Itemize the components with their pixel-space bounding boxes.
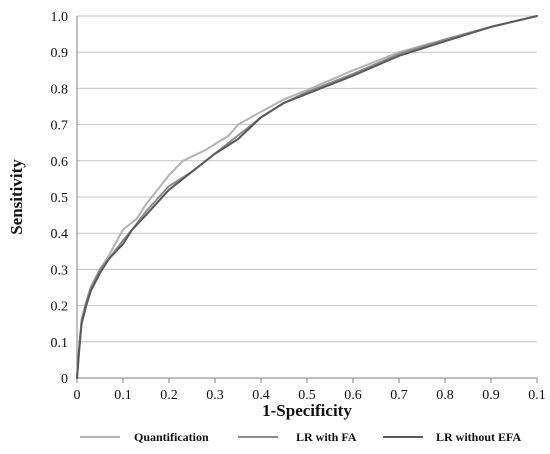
y-tick-label: 0.2 xyxy=(51,300,69,315)
series-lines xyxy=(76,15,538,379)
axes xyxy=(76,16,538,383)
x-tick-label: 0.6 xyxy=(344,388,362,403)
x-tick-label: 0.3 xyxy=(206,388,224,403)
y-tick-label: 1.0 xyxy=(51,10,69,25)
y-tick-label: 0.9 xyxy=(51,46,69,61)
legend-label-1: LR with FA xyxy=(296,430,357,444)
x-tick-label: 0.9 xyxy=(482,388,500,403)
legend: Quantification LR with FA LR without EFA xyxy=(80,430,521,444)
y-tick-label: 0.1 xyxy=(51,336,69,351)
y-tick-label: 0 xyxy=(61,372,68,387)
x-tick-label: 0.8 xyxy=(436,388,454,403)
y-tick-label: 0.3 xyxy=(51,263,69,278)
x-tick-label: 0.5 xyxy=(298,388,316,403)
x-tick-label: 0 xyxy=(74,388,81,403)
y-tick-label: 0.7 xyxy=(51,119,69,134)
legend-label-2: LR without EFA xyxy=(436,430,521,444)
legend-label-0: Quantification xyxy=(134,430,209,444)
y-axis-title: Sensitivity xyxy=(7,159,26,235)
x-tick-label: 0.7 xyxy=(390,388,408,403)
series-line-1 xyxy=(76,15,538,379)
x-tick-label: 0.1 xyxy=(114,388,132,403)
y-tick-label: 0.4 xyxy=(51,227,69,242)
series-line-2 xyxy=(76,15,538,379)
x-tick-label: 0.4 xyxy=(252,388,270,403)
gridlines xyxy=(77,15,537,343)
x-tick-label: 0.2 xyxy=(160,388,178,403)
x-tick-label: 0.1 xyxy=(528,388,546,403)
x-axis-title: 1-Specificity xyxy=(262,401,352,420)
y-tick-label: 0.8 xyxy=(51,82,69,97)
y-tick-label: 0.5 xyxy=(51,191,69,206)
y-tick-label: 0.6 xyxy=(51,155,69,170)
tick-labels: 0 0.1 0.2 0.3 0.4 0.5 0.6 0.7 0.8 0.9 1.0 0 0.1 0.2 0.… xyxy=(51,10,546,403)
